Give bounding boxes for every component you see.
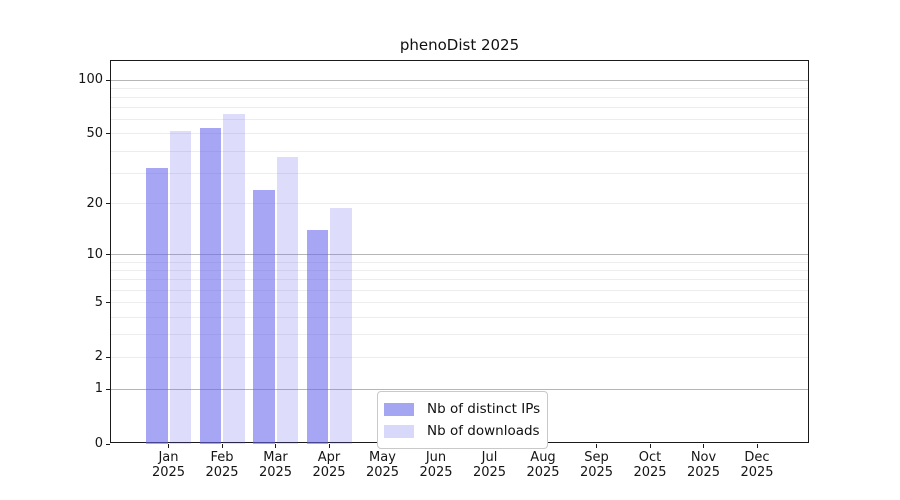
y-tick-mark [106, 254, 110, 256]
x-tick-mark [756, 444, 758, 448]
bar-distinct-ips-jan [146, 168, 168, 444]
y-tick-mark [106, 388, 110, 390]
y-tick-label: 50 [86, 125, 103, 141]
x-tick-label-oct: Oct 2025 [633, 450, 667, 480]
x-tick-mark [596, 444, 597, 448]
gridline-minor [111, 150, 808, 152]
bar-distinct-ips-feb [199, 127, 221, 444]
y-tick-mark [106, 443, 110, 445]
y-tick-mark [106, 302, 110, 304]
x-tick-label-jan: Jan 2025 [151, 450, 186, 480]
gridline-minor [111, 290, 808, 292]
x-tick-label-apr: Apr 2025 [312, 450, 346, 480]
x-tick-mark [168, 444, 169, 448]
y-tick-label: 2 [94, 349, 103, 365]
y-tick-label: 100 [78, 72, 103, 87]
gridline-minor [111, 119, 808, 121]
gridline-minor [111, 203, 808, 205]
gridline-minor [111, 334, 808, 336]
bar-distinct-ips-mar [253, 190, 275, 444]
distinct-ips-swatch [384, 402, 414, 416]
y-tick-label: 1 [94, 381, 103, 397]
x-tick-mark [275, 444, 276, 448]
y-tick-label: 20 [86, 195, 103, 211]
x-tick-mark [703, 444, 704, 448]
plot-area: 0 1 2 5 10 20 50 100 Jan 2025 Feb 2025 Mar 2025 Apr 202… [78, 60, 809, 480]
x-tick-mark [221, 444, 223, 448]
y-tick-label: 5 [94, 294, 103, 310]
y-tick-mark [106, 79, 110, 81]
y-tick-mark [106, 133, 110, 135]
gridline-minor [111, 261, 808, 263]
bar-downloads-jan [169, 130, 191, 444]
x-tick-label-sep: Sep 2025 [579, 450, 614, 480]
legend-label-downloads: Nb of downloads [427, 423, 540, 439]
gridline-minor [111, 172, 808, 174]
gridline-minor [111, 96, 808, 98]
gridline-major [111, 388, 808, 390]
bar-downloads-feb [223, 113, 245, 444]
chart-title: phenoDist 2025 [399, 36, 520, 54]
legend-box: Nb of distinct IPs Nb of downloads [377, 391, 548, 449]
y-tick-mark [106, 203, 110, 205]
gridline-minor [111, 316, 808, 318]
gridline-minor [111, 133, 808, 135]
x-tick-label-aug: Aug 2025 [526, 450, 560, 480]
gridline-minor [111, 356, 808, 358]
x-tick-label-feb: Feb 2025 [205, 450, 239, 480]
y-tick-mark [106, 356, 110, 358]
x-tick-label-may: May 2025 [365, 450, 400, 480]
gridline-major [111, 254, 808, 256]
gridline-minor [111, 87, 808, 89]
gridline-minor [111, 279, 808, 281]
bar-distinct-ips-apr [306, 230, 328, 444]
x-tick-label-dec: Dec 2025 [740, 450, 774, 480]
x-tick-mark [649, 444, 651, 448]
gridline-major [111, 79, 808, 81]
gridline-minor [111, 302, 808, 304]
x-tick-mark [328, 444, 330, 448]
y-tick-label: 0 [94, 436, 103, 451]
gridline-minor [111, 107, 808, 109]
legend-label-distinct-ips: Nb of distinct IPs [427, 401, 541, 417]
x-tick-label-jul: Jul 2025 [472, 450, 507, 480]
x-tick-label-nov: Nov 2025 [686, 450, 721, 480]
legend-item-downloads: Nb of downloads [384, 421, 540, 441]
gridline-minor [111, 270, 808, 272]
downloads-swatch [384, 424, 414, 438]
legend-item-distinct-ips: Nb of distinct IPs [384, 399, 541, 419]
y-tick-label: 10 [86, 246, 103, 262]
bar-downloads-mar [276, 157, 298, 444]
x-tick-label-mar: Mar 2025 [258, 450, 293, 480]
x-tick-label-jun: Jun 2025 [419, 450, 453, 480]
bar-downloads-apr [330, 207, 352, 444]
